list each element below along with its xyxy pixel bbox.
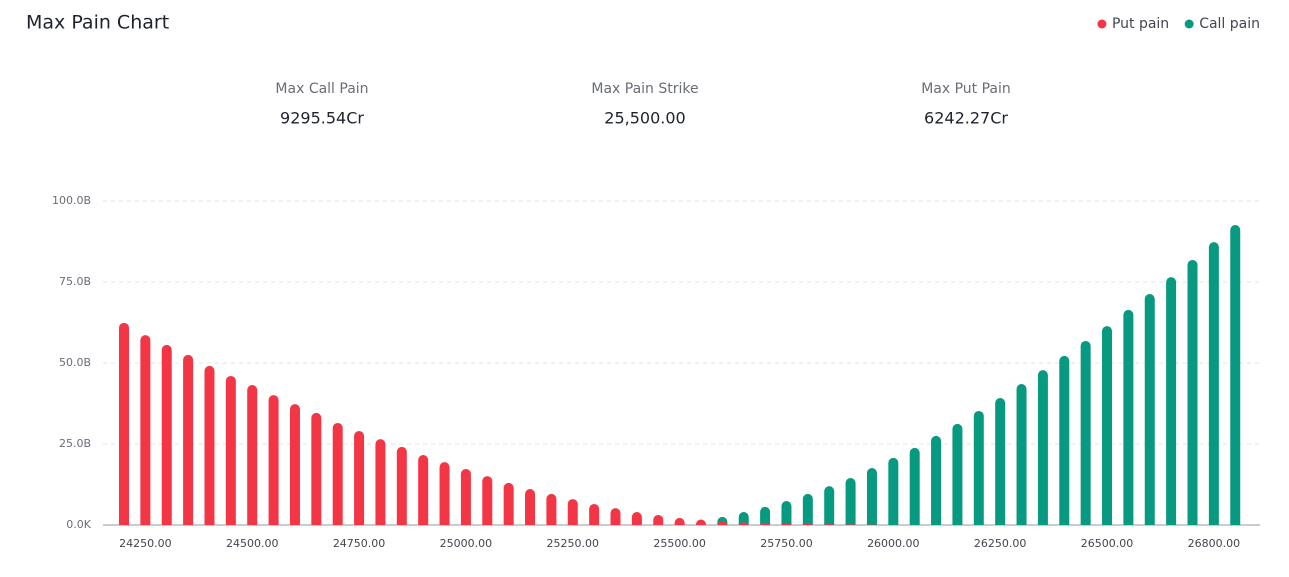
bar [695, 519, 706, 525]
bar [503, 482, 514, 525]
legend-marker [1184, 19, 1194, 29]
bar [1059, 355, 1070, 525]
bar [525, 489, 536, 525]
bar [1080, 340, 1091, 525]
bar [332, 422, 343, 525]
stat-value: 9295.54Cr [280, 109, 364, 128]
stat-label: Max Pain Strike [591, 81, 698, 97]
bar [781, 501, 792, 525]
bar [973, 410, 984, 525]
bar [1102, 326, 1113, 525]
chart-title: Max Pain Chart [26, 12, 169, 34]
y-tick-label: 50.0B [59, 356, 91, 369]
stat-value: 25,500.00 [604, 109, 685, 128]
bar [845, 478, 856, 525]
bar [1230, 224, 1241, 525]
x-tick-label: 25750.00 [760, 537, 813, 550]
bar [802, 523, 813, 525]
bar [610, 508, 621, 525]
bar [866, 467, 877, 525]
bar [909, 447, 920, 525]
x-tick-label: 26500.00 [1081, 537, 1134, 550]
bar [952, 423, 963, 525]
stat-label: Max Call Pain [275, 81, 368, 97]
bar [653, 514, 664, 525]
bar [482, 476, 493, 525]
bar [289, 404, 300, 525]
stat-value: 6242.27Cr [924, 109, 1008, 128]
bar [460, 468, 471, 525]
bar [760, 506, 771, 525]
x-tick-label: 25500.00 [653, 537, 706, 550]
bar [802, 493, 813, 525]
bar [1016, 384, 1027, 525]
bar [1208, 242, 1219, 525]
bar [995, 397, 1006, 525]
bar [268, 395, 279, 525]
bar [354, 431, 365, 525]
bar [1123, 309, 1134, 525]
bar [589, 503, 600, 525]
bar [119, 322, 129, 525]
bar [439, 462, 450, 525]
x-tick-label: 26800.00 [1188, 537, 1241, 550]
bar [888, 457, 899, 525]
bar [396, 446, 407, 525]
bar [631, 512, 642, 525]
bar [375, 439, 386, 525]
x-tick-label: 25000.00 [440, 537, 493, 550]
x-tick-label: 24250.00 [119, 537, 172, 550]
bar [183, 354, 194, 525]
y-tick-label: 75.0B [59, 275, 91, 288]
bar [845, 524, 856, 525]
bar [824, 524, 835, 525]
x-tick-label: 26250.00 [974, 537, 1027, 550]
legend-label: Put pain [1112, 16, 1169, 32]
bar [140, 335, 151, 525]
y-tick-label: 100.0B [52, 194, 91, 207]
bar [567, 499, 578, 525]
legend-label: Call pain [1199, 16, 1260, 32]
bar [931, 435, 942, 525]
bar [546, 493, 557, 525]
y-tick-label: 25.0B [59, 437, 91, 450]
y-tick-label: 0.0K [66, 518, 91, 531]
bar [1144, 293, 1155, 525]
bar [824, 486, 835, 525]
bar [717, 521, 728, 525]
stat-label: Max Put Pain [921, 81, 1011, 97]
bar [1187, 259, 1198, 525]
bar [225, 375, 236, 525]
bar [738, 512, 749, 525]
bar [781, 523, 792, 525]
bar [311, 412, 322, 525]
bar [204, 365, 215, 525]
x-tick-label: 25250.00 [547, 537, 600, 550]
legend-marker [1097, 19, 1107, 29]
x-tick-label: 24500.00 [226, 537, 279, 550]
bar [247, 385, 258, 525]
bar [760, 523, 771, 525]
bar [738, 522, 749, 525]
bar [161, 344, 172, 525]
bar [674, 517, 685, 525]
x-tick-label: 24750.00 [333, 537, 386, 550]
bar [418, 455, 429, 525]
x-tick-label: 26000.00 [867, 537, 920, 550]
bar [1166, 277, 1177, 525]
bar [1037, 370, 1048, 525]
